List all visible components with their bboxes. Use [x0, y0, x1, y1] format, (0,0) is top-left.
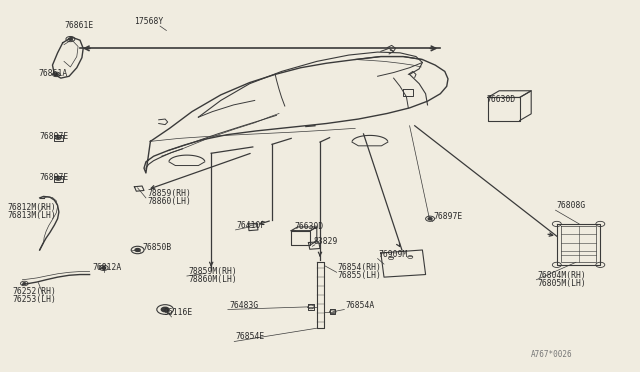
Text: 76855(LH): 76855(LH): [338, 271, 382, 280]
Text: 76804M(RH): 76804M(RH): [538, 271, 586, 280]
Circle shape: [428, 218, 432, 220]
Text: 17568Y: 17568Y: [134, 17, 164, 26]
Text: 78859(RH): 78859(RH): [147, 189, 191, 198]
Circle shape: [23, 283, 26, 284]
Text: 83829: 83829: [314, 237, 338, 246]
Circle shape: [57, 178, 60, 179]
Text: 76812A: 76812A: [93, 263, 122, 272]
Circle shape: [68, 38, 72, 40]
Text: 76897E: 76897E: [40, 173, 69, 182]
Text: 76630D: 76630D: [486, 95, 516, 104]
Text: 76861E: 76861E: [64, 21, 93, 30]
Text: 76909M: 76909M: [379, 250, 408, 259]
Text: 78859M(RH): 78859M(RH): [189, 267, 237, 276]
Text: 76630D: 76630D: [294, 222, 324, 231]
Circle shape: [57, 137, 60, 138]
Text: 78860(LH): 78860(LH): [147, 197, 191, 206]
Circle shape: [135, 248, 140, 251]
Text: 76252(RH): 76252(RH): [13, 287, 57, 296]
Circle shape: [54, 73, 58, 76]
Text: 76813M(LH): 76813M(LH): [8, 211, 56, 220]
Text: 76253(LH): 76253(LH): [13, 295, 57, 304]
Text: 76854E: 76854E: [236, 333, 265, 341]
Text: 96116E: 96116E: [163, 308, 193, 317]
Text: 76850B: 76850B: [142, 243, 172, 252]
Text: 76854(RH): 76854(RH): [338, 263, 382, 272]
Text: 76861A: 76861A: [38, 69, 68, 78]
Text: 78860M(LH): 78860M(LH): [189, 275, 237, 284]
Text: 76812M(RH): 76812M(RH): [8, 203, 56, 212]
Text: 76897E: 76897E: [434, 212, 463, 221]
Text: 76410F: 76410F: [237, 221, 266, 230]
Text: 76805M(LH): 76805M(LH): [538, 279, 586, 288]
Text: 76483G: 76483G: [229, 301, 259, 310]
Text: 76897E: 76897E: [40, 132, 69, 141]
Text: A767*0026: A767*0026: [531, 350, 573, 359]
Circle shape: [161, 307, 169, 312]
Text: 76854A: 76854A: [346, 301, 375, 310]
Circle shape: [102, 267, 106, 269]
Text: 76808G: 76808G: [557, 201, 586, 210]
